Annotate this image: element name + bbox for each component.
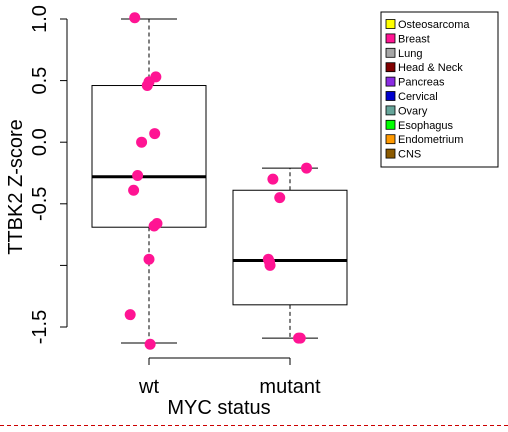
y-tick-label: 0.5 [29, 67, 51, 95]
data-point [149, 128, 161, 140]
legend-label: Lung [398, 48, 422, 60]
legend-label: Esophagus [398, 120, 454, 132]
box-mutant [232, 167, 348, 339]
data-point [129, 12, 141, 24]
legend-label: Endometrium [398, 134, 463, 146]
data-point [136, 136, 148, 148]
x-axis-title: MYC status [167, 397, 270, 419]
data-point [141, 80, 153, 92]
x-tick-label: wt [138, 376, 159, 398]
legend-swatch [385, 134, 396, 145]
data-point [294, 332, 306, 344]
legend-label: Osteosarcoma [398, 19, 470, 31]
legend-label: Breast [398, 33, 430, 45]
y-tick-label: 1.0 [29, 5, 51, 33]
data-point [264, 259, 276, 271]
legend-swatch [385, 105, 396, 116]
data-point [143, 253, 155, 265]
legend-frame [380, 11, 499, 168]
legend-swatch [385, 119, 396, 130]
legend-swatch [385, 91, 396, 101]
legend-label: CNS [398, 149, 421, 161]
iqr-box [232, 189, 348, 306]
data-point [267, 173, 279, 185]
data-point [124, 309, 136, 321]
x-axis: wt mutant [138, 358, 321, 398]
legend-swatch [385, 76, 396, 87]
y-tick-label: -1.5 [29, 310, 51, 344]
legend-label: Head & Neck [398, 62, 463, 74]
legend-swatch [385, 148, 396, 159]
data-point [132, 169, 144, 181]
box-wt [91, 18, 207, 344]
data-point [148, 220, 160, 232]
legend: Osteosarcoma Breast Lung Head & Neck Pancrea… [380, 11, 499, 168]
boxes [91, 18, 348, 344]
data-point [150, 71, 162, 83]
y-axis-title: TTBK2 Z-score [5, 119, 27, 255]
legend-swatch [385, 47, 396, 58]
x-tick-label: mutant [259, 376, 321, 398]
data-point [301, 162, 313, 174]
data-point [274, 192, 286, 204]
y-tick-label: 0.0 [29, 128, 51, 156]
legend-swatch [385, 33, 396, 44]
legend-label: Pancreas [398, 77, 445, 89]
y-tick-label: -0.5 [29, 187, 51, 221]
data-point [144, 338, 156, 350]
legend-label: Cervical [398, 91, 438, 103]
iqr-box [91, 85, 207, 228]
legend-swatch [385, 19, 396, 29]
data-points [124, 12, 313, 350]
legend-label: Ovary [398, 105, 428, 117]
legend-swatch [385, 62, 396, 73]
y-axis: 1.0 0.5 0.0 -0.5 -1.5 [29, 5, 68, 344]
data-point [128, 184, 140, 196]
